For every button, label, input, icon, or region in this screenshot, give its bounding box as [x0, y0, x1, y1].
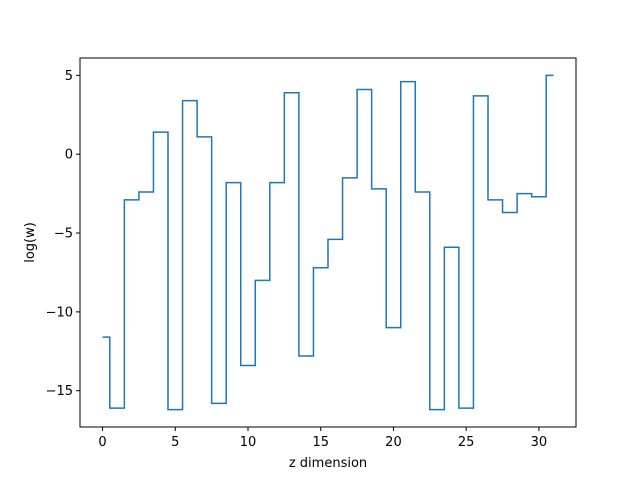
y-axis-label: log(w)	[23, 222, 38, 263]
y-axis-ticks: −15 −10 −5 0 5	[46, 69, 80, 399]
x-tick-label: 20	[385, 435, 402, 450]
x-tick-label: 5	[171, 435, 179, 450]
y-tick-label: −15	[46, 384, 73, 399]
plot-layer	[102, 74, 554, 411]
x-tick-label: 25	[458, 435, 475, 450]
x-tick-label: 30	[531, 435, 548, 450]
series-line	[102, 74, 554, 411]
x-axis-ticks: 0 5 10 15 20 25 30	[98, 427, 547, 450]
x-tick-label: 15	[312, 435, 329, 450]
x-tick-label: 0	[98, 435, 106, 450]
x-tick-label: 10	[240, 435, 257, 450]
plot-frame	[79, 57, 577, 428]
y-tick-label: −5	[54, 227, 73, 242]
x-axis-label: z dimension	[289, 456, 367, 471]
y-tick-label: 5	[65, 69, 73, 84]
y-tick-label: 0	[65, 148, 73, 163]
y-tick-label: −10	[46, 305, 73, 320]
